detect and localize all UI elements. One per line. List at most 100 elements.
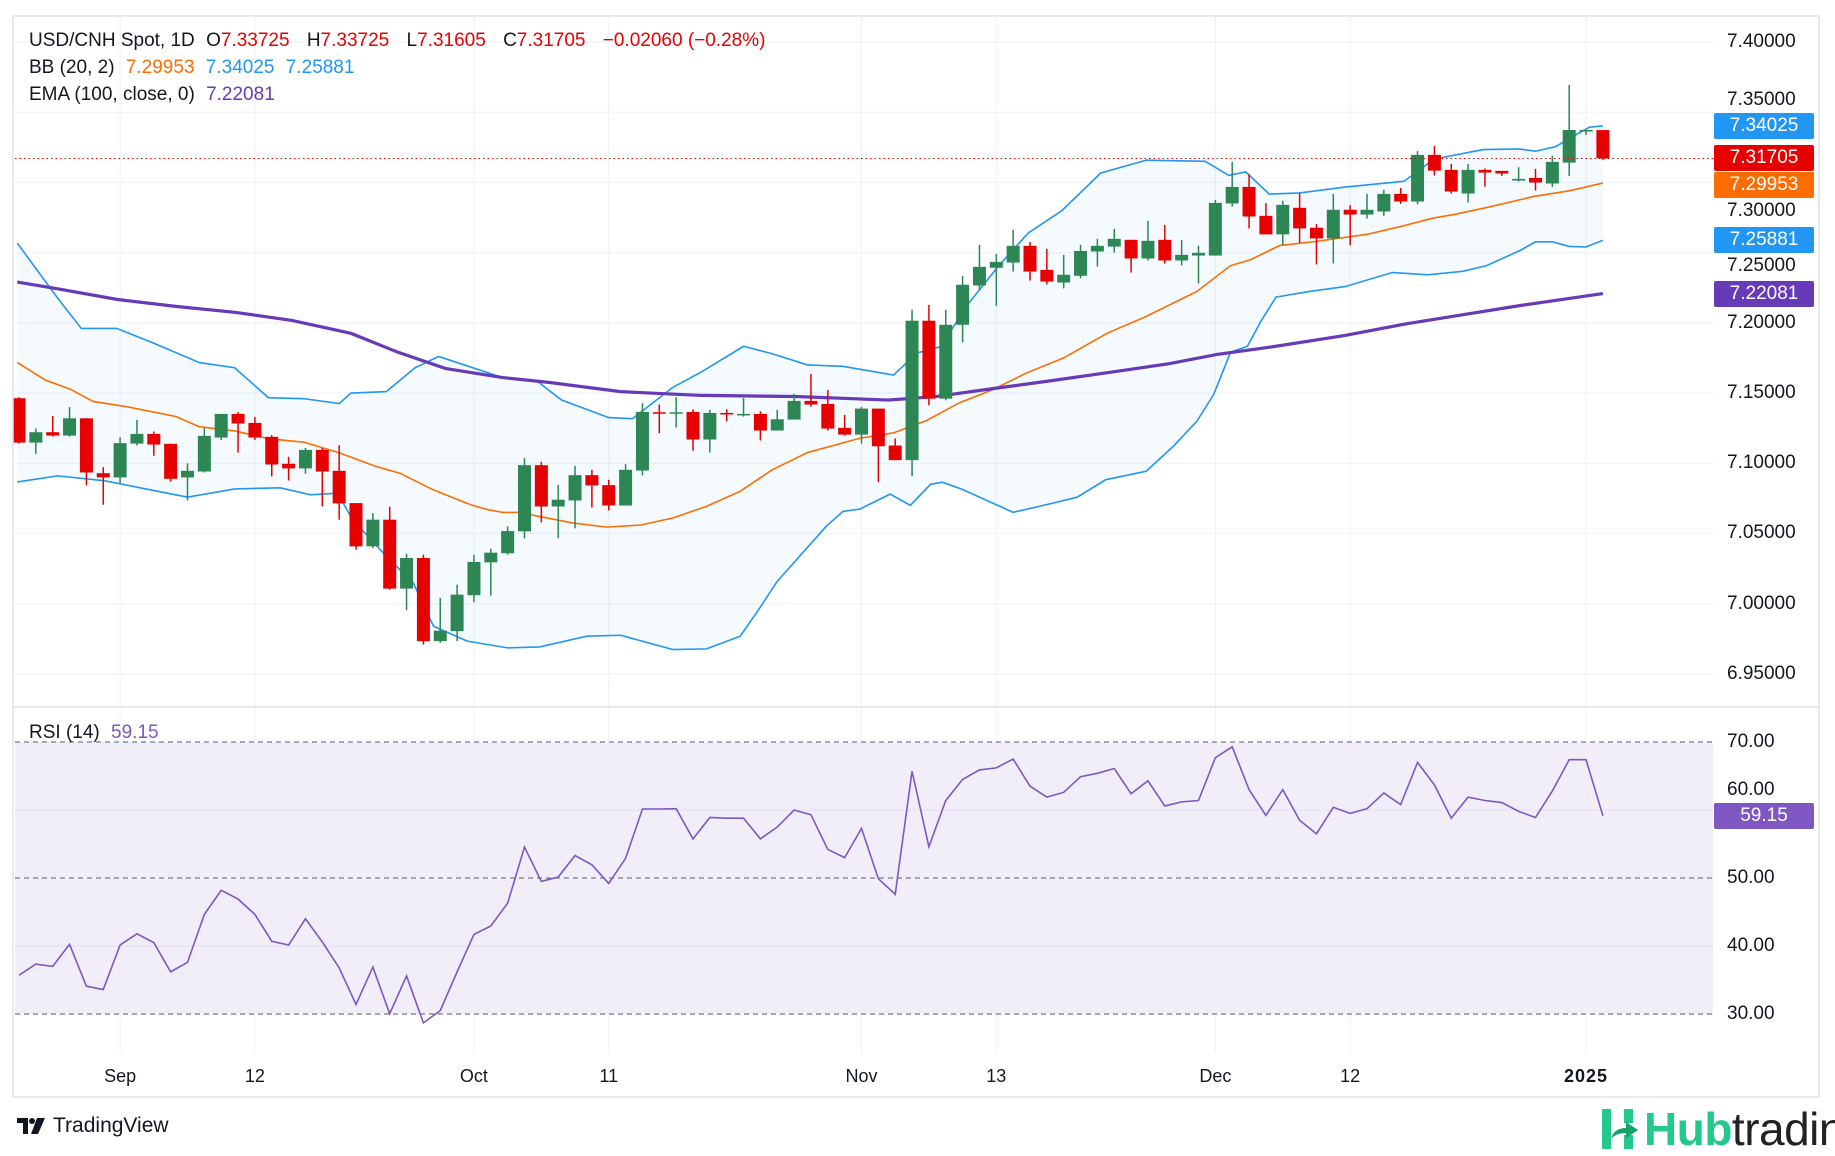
- ema-100-line: [17, 280, 1604, 402]
- candle: [1192, 245, 1205, 284]
- candle-body: [130, 433, 144, 444]
- candle-body: [1326, 209, 1340, 239]
- candle: [282, 456, 296, 481]
- ohlc-open: O7.33725: [206, 30, 290, 51]
- candle: [922, 304, 936, 406]
- date-tick-label: 13: [986, 1066, 1007, 1086]
- candle: [787, 394, 801, 420]
- candle-body: [1309, 227, 1323, 239]
- candle-body: [1495, 170, 1509, 174]
- candle: [96, 467, 110, 505]
- candle-body: [1158, 239, 1172, 261]
- candle: [63, 407, 77, 437]
- candle: [1074, 244, 1088, 279]
- candle: [669, 397, 683, 428]
- candle: [1208, 199, 1222, 256]
- candle: [1444, 163, 1458, 194]
- candle: [939, 309, 953, 401]
- candle: [1495, 170, 1509, 176]
- candle-body: [147, 433, 161, 445]
- candle-body: [1512, 178, 1526, 181]
- candle-body: [703, 412, 717, 440]
- candles: [12, 85, 1713, 645]
- candle-body: [821, 403, 835, 429]
- candle-body: [1478, 169, 1492, 173]
- candle-body: [1208, 202, 1222, 256]
- candle: [518, 457, 531, 539]
- candle-body: [1107, 238, 1121, 247]
- candle: [888, 438, 902, 461]
- candle: [1006, 229, 1020, 272]
- candle: [366, 513, 380, 549]
- candle-body: [989, 261, 1003, 268]
- candle-body: [164, 443, 178, 479]
- candle: [753, 411, 767, 441]
- candle: [1545, 155, 1559, 187]
- price-tick-label: 7.00000: [1727, 592, 1796, 614]
- candle: [1107, 228, 1121, 253]
- hubtrading-text-hub: Hub: [1644, 1103, 1732, 1155]
- candle: [147, 431, 161, 456]
- candle-body: [652, 412, 666, 414]
- ohlc-high: H7.33725: [306, 30, 390, 51]
- ema-value: 7.22081: [206, 84, 275, 105]
- rsi-tick-label: 60.00: [1727, 779, 1775, 801]
- candle-body: [1006, 245, 1020, 263]
- rsi-tick-label: 50.00: [1727, 867, 1775, 889]
- candle: [1040, 248, 1054, 285]
- candle-body: [1225, 186, 1239, 204]
- price-tick-label: 7.40000: [1727, 30, 1796, 52]
- bb-upper-line: [16, 125, 1603, 420]
- candle: [804, 373, 818, 407]
- candle-body: [1090, 245, 1104, 252]
- candle-body: [298, 449, 312, 469]
- candle: [467, 554, 481, 603]
- candle-body: [770, 419, 784, 431]
- candle-body: [467, 561, 481, 596]
- candle: [972, 244, 986, 291]
- candle-body: [96, 473, 110, 478]
- tradingview-logo[interactable]: TradingView: [17, 1114, 169, 1138]
- candle-body: [939, 324, 953, 399]
- rsi-legend[interactable]: RSI (14) 59.15: [29, 722, 165, 744]
- candle-body: [1175, 254, 1189, 261]
- candle-body: [332, 470, 346, 504]
- candle-body: [400, 558, 414, 589]
- candle-body: [383, 519, 397, 589]
- ema-legend[interactable]: EMA (100, close, 0) 7.22081: [29, 84, 281, 106]
- candle-body: [905, 320, 919, 461]
- ema-label: EMA (100, close, 0): [29, 84, 195, 105]
- candle: [349, 503, 363, 550]
- candle: [871, 408, 885, 483]
- candle: [484, 548, 498, 596]
- candle-body: [686, 411, 700, 440]
- candle: [1562, 85, 1576, 176]
- candle: [1124, 239, 1138, 273]
- candle-body: [518, 465, 531, 532]
- hubtrading-logo: Hubtrading: [1600, 1102, 1835, 1156]
- symbol-title: USD/CNH Spot, 1D: [29, 30, 195, 51]
- candle-body: [585, 475, 599, 486]
- candle: [433, 597, 447, 643]
- main-legend: USD/CNH Spot, 1D O7.33725 H7.33725 L7.31…: [29, 30, 771, 52]
- bb-basis-value: 7.29953: [125, 57, 195, 78]
- candle-body: [1276, 204, 1290, 235]
- rsi-line: [18, 745, 1604, 1025]
- candle: [400, 553, 414, 611]
- candle: [838, 414, 852, 436]
- candle: [383, 506, 397, 590]
- candle-body: [1360, 209, 1374, 215]
- candle: [635, 403, 649, 476]
- candle: [534, 461, 548, 523]
- price-tick-label: 7.05000: [1727, 522, 1796, 544]
- price-tick-label: 7.20000: [1727, 311, 1796, 333]
- price-badge: 7.34025: [1714, 112, 1814, 139]
- tradingview-label: TradingView: [53, 1114, 169, 1137]
- candle-body: [1444, 169, 1458, 192]
- candle: [1090, 238, 1104, 267]
- bb-legend[interactable]: BB (20, 2) 7.29953 7.34025 7.25881: [29, 57, 360, 79]
- candle-body: [669, 412, 683, 414]
- candle: [821, 389, 835, 431]
- candle: [248, 416, 262, 440]
